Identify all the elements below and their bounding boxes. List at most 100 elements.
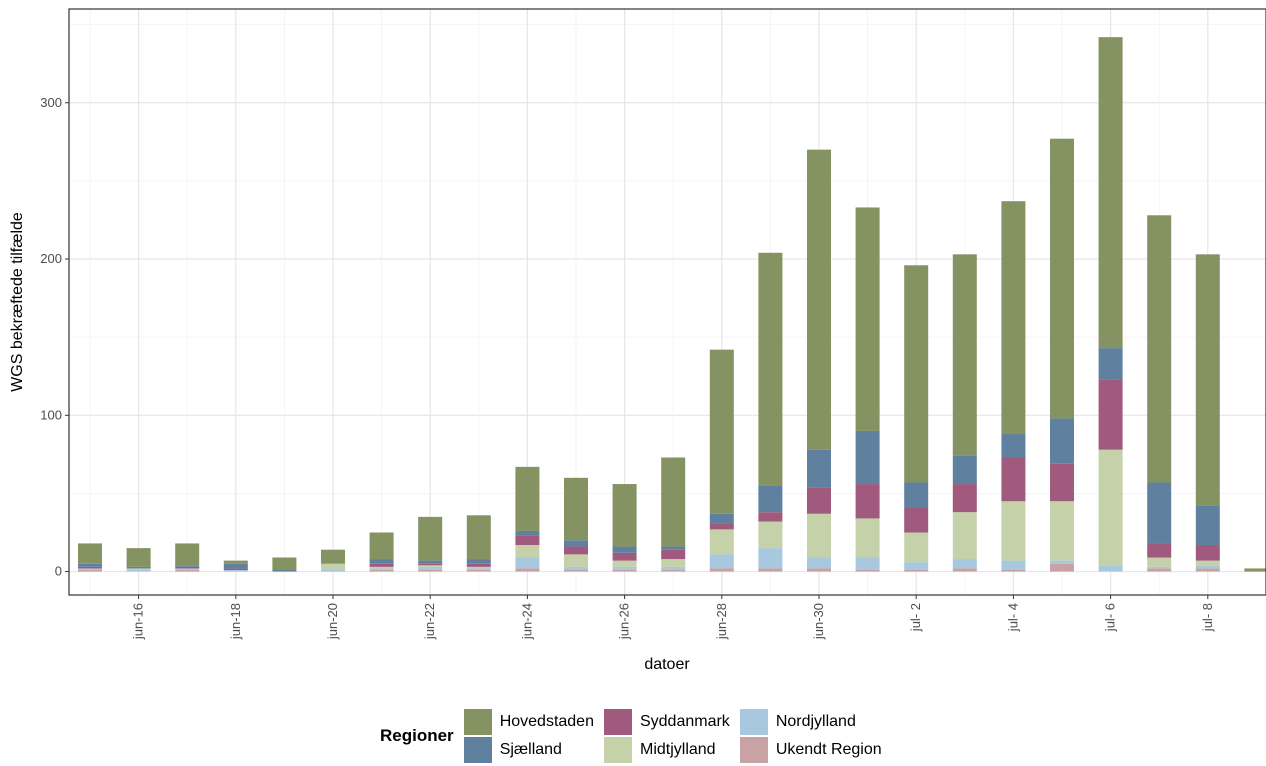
bar-segment [515, 544, 540, 558]
x-axis-title: datoer [644, 656, 690, 673]
bar-segment [709, 529, 734, 555]
bar-segment [855, 484, 880, 519]
legend-swatch [463, 737, 492, 763]
bar-segment [855, 569, 880, 572]
bar-segment [1195, 568, 1220, 572]
bar-segment [709, 568, 734, 572]
bar-segment [564, 569, 588, 572]
bar-segment [904, 569, 929, 572]
y-tick-label: 0 [55, 564, 62, 579]
legend-item: Nordjylland [739, 708, 882, 736]
bar-segment [1147, 566, 1172, 569]
bar-segment [709, 554, 734, 569]
bar-segment [223, 568, 248, 570]
bar-segment [272, 569, 297, 572]
bar-segment [1001, 434, 1026, 458]
bar-segment [904, 507, 929, 533]
bar-segment [1147, 215, 1172, 483]
bar-segment [272, 557, 297, 570]
bar-segment [612, 569, 637, 572]
bar-segment [126, 548, 151, 567]
bar-segment [418, 560, 443, 564]
bar-segment [952, 512, 977, 560]
bar-segment [807, 557, 831, 569]
bar-segment [126, 568, 151, 570]
bar-segment [855, 557, 880, 570]
legend-swatch [603, 737, 632, 763]
bar-segment [418, 563, 443, 566]
bar-segment [1001, 560, 1026, 570]
bar-segment [223, 560, 248, 564]
bar-segment [515, 557, 540, 569]
bar-segment [1001, 457, 1026, 502]
legend-label: Midtjylland [639, 741, 716, 758]
y-axis-title: WGS bekræftede tilfælde [9, 212, 26, 392]
legend-swatch [463, 709, 492, 735]
bar-segment [418, 569, 443, 572]
bar-segment [807, 513, 831, 558]
bar-segment [1195, 560, 1220, 566]
bar-segment [515, 535, 540, 545]
bar-segment [807, 568, 831, 572]
bar-segment [466, 568, 491, 570]
bar-segment [1195, 505, 1220, 545]
y-tick-label: 200 [40, 251, 62, 266]
bar-segment [369, 532, 394, 560]
bar-segment [418, 566, 443, 570]
x-tick-label: jun-26 [617, 603, 632, 640]
bar-segment [612, 484, 637, 547]
x-tick-label: jul- 8 [1200, 603, 1215, 632]
bar-segment [709, 349, 734, 514]
legend-label: Nordjylland [775, 713, 856, 730]
bar-segment [661, 549, 686, 560]
bar-segment [1098, 348, 1123, 380]
legend: Regioner Hovedstaden Sjælland Syddanmark… [380, 706, 882, 766]
x-tick-label: jul- 2 [908, 603, 923, 632]
legend-label: Sjælland [499, 741, 562, 758]
bar-segment [515, 466, 540, 531]
bar-segment [612, 552, 637, 561]
bar-segment [321, 569, 345, 572]
bar-segment [466, 559, 491, 564]
x-tick-label: jun-16 [131, 603, 146, 640]
bar-segment [855, 518, 880, 558]
x-tick-label: jun-22 [422, 603, 437, 640]
legend-label: Hovedstaden [499, 713, 594, 730]
bar-segment [904, 482, 929, 508]
bar-segment [1147, 568, 1172, 572]
bar-segment [369, 566, 394, 569]
x-axis: jun-16 jun-18 jun-20 jun-22 jun-24 jun-26 jun-… [131, 595, 1215, 640]
bar-segment [1147, 557, 1172, 567]
bar-segment [952, 568, 977, 572]
bar-segment [1001, 501, 1026, 561]
bar-segment [1244, 568, 1266, 572]
bar-segment [418, 516, 443, 561]
bar-segment [904, 265, 929, 483]
bar-segment [515, 530, 540, 536]
bar-segment [466, 563, 491, 567]
x-tick-label: jun-30 [811, 603, 826, 640]
bar-segment [661, 559, 686, 567]
bar-segment [223, 569, 248, 572]
bar-segment [1195, 565, 1220, 569]
bar-segment [661, 566, 686, 570]
legend-item: Ukendt Region [739, 736, 882, 764]
bar-segment [564, 566, 588, 570]
bar-segment [758, 512, 783, 522]
bar-segment [855, 207, 880, 431]
bar-segment [1050, 138, 1074, 419]
bar-segment [904, 532, 929, 563]
bar-segment [758, 548, 783, 569]
bar-segment [223, 563, 248, 569]
chart: 0 100 200 300 jun-16 jun-18 jun-20 jun-22 jun-2… [9, 8, 1266, 673]
bar-segment [612, 566, 637, 570]
x-tick-label: jul- 4 [1005, 603, 1020, 632]
bar-segment [369, 559, 394, 564]
plot-frame [68, 8, 1266, 596]
bar-segment [758, 252, 783, 486]
bar-segment [1147, 543, 1172, 558]
bar-segment [1098, 565, 1123, 572]
bar-segment [175, 565, 200, 567]
bar-segment [321, 549, 345, 564]
bar-segment [78, 568, 102, 570]
